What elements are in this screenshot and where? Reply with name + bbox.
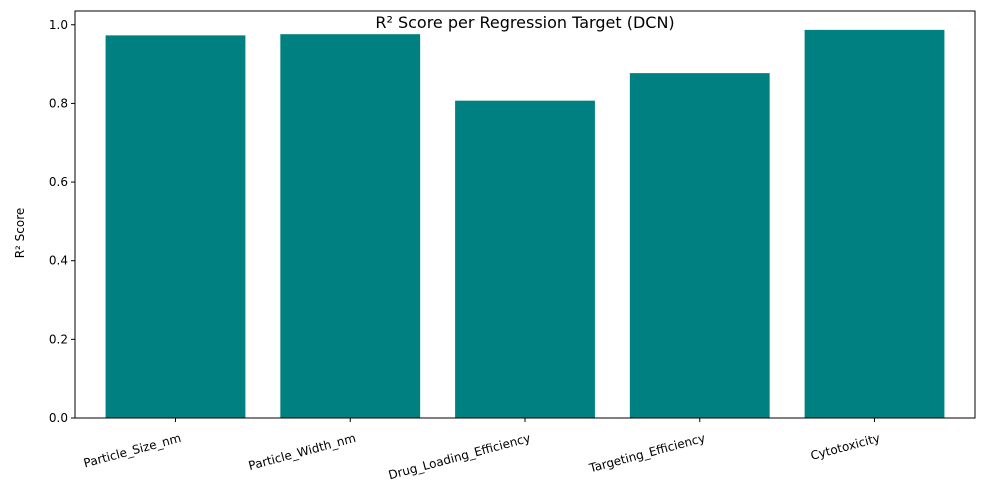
bar-drug-loading-efficiency: [455, 100, 595, 418]
y-tick-label: 1.0: [49, 18, 68, 32]
bar-particle-size-nm: [105, 35, 246, 418]
bar-cytotoxicity: [804, 29, 945, 418]
y-axis: 0.0 0.2 0.4 0.6 0.8 1.0: [49, 18, 75, 425]
bars-group: [105, 29, 945, 418]
bar-targeting-efficiency: [629, 73, 770, 418]
chart-title: R² Score per Regression Target (DCN): [375, 13, 674, 32]
bar-particle-width-nm: [280, 34, 421, 418]
plot-frame: [74, 10, 976, 419]
y-tick-label: 0.4: [49, 254, 68, 268]
y-tick-label: 0.8: [49, 96, 68, 110]
y-tick-label: 0.6: [49, 175, 68, 189]
y-tick-label: 0.2: [49, 332, 68, 346]
y-axis-label: R² Score: [13, 208, 27, 259]
y-tick-label: 0.0: [49, 411, 68, 425]
